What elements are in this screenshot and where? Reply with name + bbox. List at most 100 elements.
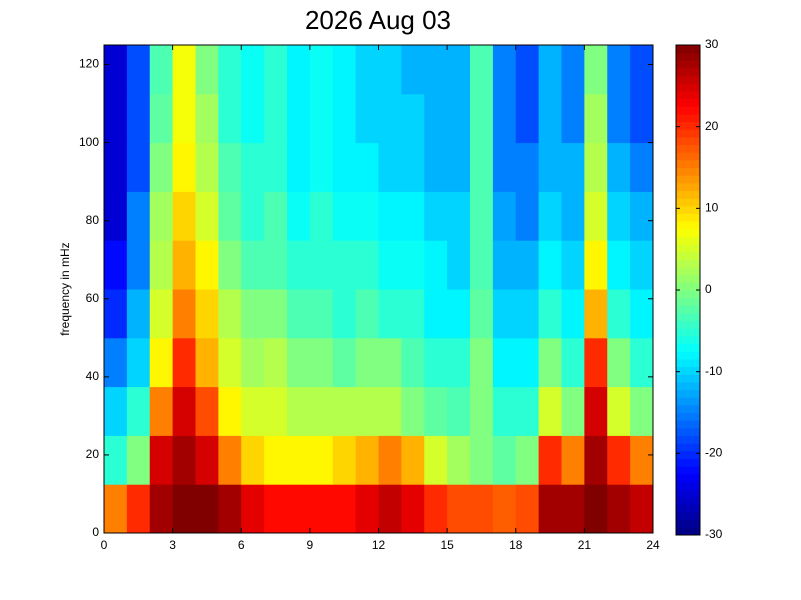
colorbar-swatch — [676, 358, 700, 368]
heatmap-cell — [149, 435, 174, 485]
colorbar-swatch — [676, 519, 700, 528]
heatmap-cell — [355, 240, 379, 290]
heatmap-cell — [378, 337, 402, 388]
colorbar-swatch — [676, 106, 700, 115]
heatmap-cell — [195, 289, 219, 339]
heatmap-cell — [195, 240, 219, 290]
colorbar-swatch — [676, 205, 700, 214]
heatmap-cell — [172, 289, 196, 339]
heatmap-cell — [584, 435, 608, 485]
y-tick-label: 60 — [86, 291, 100, 305]
heatmap-cell — [447, 289, 471, 339]
y-axis-label: frequency in mHz — [58, 242, 72, 335]
colorbar-swatch — [676, 496, 700, 505]
heatmap-cell — [515, 484, 540, 534]
colorbar-tick-label: 10 — [705, 201, 719, 215]
heatmap-cell — [309, 484, 334, 534]
heatmap-cell — [538, 337, 562, 388]
heatmap-cell — [195, 191, 219, 241]
heatmap-cell — [630, 240, 654, 290]
colorbar-swatch — [676, 282, 700, 291]
heatmap-cell — [332, 45, 357, 95]
colorbar-swatch — [676, 481, 700, 490]
heatmap-cell — [332, 484, 357, 534]
colorbar-swatch — [676, 236, 700, 245]
heatmap-cell — [607, 337, 631, 388]
colorbar-swatch — [676, 98, 700, 107]
heatmap-cell — [630, 337, 654, 388]
heatmap-cell — [561, 142, 585, 192]
heatmap-cell — [561, 386, 585, 436]
x-tick-label: 6 — [238, 538, 245, 552]
heatmap-cell — [126, 142, 151, 192]
heatmap-cell — [218, 45, 242, 95]
x-tick-label: 18 — [509, 538, 523, 552]
heatmap-cell — [378, 435, 402, 485]
colorbar-swatch — [676, 267, 700, 276]
y-tick-label: 80 — [86, 213, 100, 227]
heatmap-cell — [630, 386, 654, 436]
heatmap-cell — [447, 386, 471, 436]
heatmap-cell — [104, 435, 128, 485]
heatmap-cell — [126, 337, 151, 388]
heatmap-cell — [355, 93, 379, 144]
colorbar-swatch — [676, 190, 700, 199]
heatmap-cell — [630, 484, 654, 534]
heatmap-cell — [241, 435, 265, 485]
heatmap-cell — [470, 337, 494, 388]
heatmap-cell — [264, 142, 288, 192]
heatmap-cell — [630, 435, 654, 485]
heatmap-cell — [607, 191, 631, 241]
heatmap-cell — [149, 240, 174, 290]
heatmap-cell — [264, 337, 288, 388]
heatmap-cell — [447, 45, 471, 95]
heatmap-cell — [492, 337, 517, 388]
heatmap-cell — [172, 435, 196, 485]
heatmap-cell — [104, 289, 128, 339]
colorbar-swatch — [676, 251, 700, 260]
heatmap-cell — [264, 240, 288, 290]
colorbar-swatch — [676, 335, 700, 345]
heatmap-cell — [355, 191, 379, 241]
heatmap-cell — [424, 289, 448, 339]
heatmap-cell — [241, 240, 265, 290]
heatmap-cell — [287, 240, 311, 290]
colorbar-swatch — [676, 297, 700, 306]
colorbar-swatch — [676, 343, 700, 352]
colorbar-swatch — [676, 136, 700, 146]
heatmap-cell — [309, 142, 334, 192]
colorbar-tick-label: -30 — [705, 527, 723, 541]
heatmap-cell — [584, 142, 608, 192]
heatmap-cell — [424, 484, 448, 534]
colorbar-swatch — [676, 305, 700, 314]
heatmap-cell — [264, 191, 288, 241]
heatmap-cell — [309, 289, 334, 339]
colorbar-swatch — [676, 259, 700, 268]
heatmap-cell — [264, 45, 288, 95]
heatmap-cell — [287, 435, 311, 485]
colorbar-swatch — [676, 397, 700, 406]
heatmap-cell — [470, 484, 494, 534]
heatmap-cell — [332, 191, 357, 241]
heatmap-cell — [287, 386, 311, 436]
heatmap-cell — [172, 45, 196, 95]
colorbar-swatch — [676, 182, 700, 191]
heatmap-cell — [492, 142, 517, 192]
colorbar-swatch — [676, 45, 700, 54]
colorbar-swatch — [676, 435, 700, 444]
heatmap-cell — [241, 191, 265, 241]
x-tick-label: 21 — [578, 538, 592, 552]
heatmap-cell — [195, 337, 219, 388]
heatmap-cell — [630, 45, 654, 95]
colorbar-swatch — [676, 450, 700, 459]
heatmap-cell — [195, 45, 219, 95]
heatmap-cell — [378, 240, 402, 290]
heatmap-cell — [584, 484, 608, 534]
heatmap-cell — [447, 93, 471, 144]
colorbar-swatch — [676, 67, 700, 77]
heatmap-cell — [561, 435, 585, 485]
heatmap-cell — [172, 337, 196, 388]
heatmap-cell — [241, 45, 265, 95]
heatmap-cell — [126, 435, 151, 485]
